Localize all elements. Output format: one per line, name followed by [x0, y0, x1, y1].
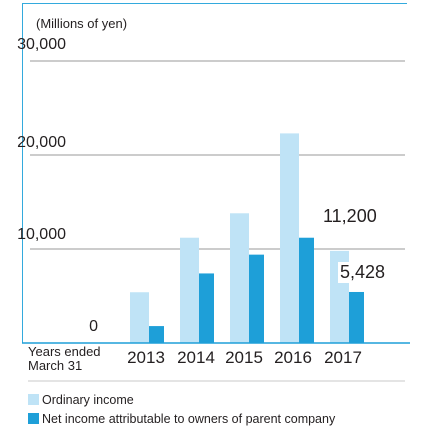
- legend: Ordinary income Net income attributable …: [28, 390, 335, 428]
- x-tick-label: 2017: [324, 348, 362, 367]
- legend-label: Net income attributable to owners of par…: [42, 411, 336, 426]
- x-tick-label: 2015: [225, 348, 263, 367]
- legend-item: Net income attributable to owners of par…: [28, 409, 335, 428]
- years-caption-line2: March 31: [28, 358, 83, 373]
- years-caption: Years ended March 31: [28, 345, 101, 373]
- bar-ordinary-income-2016: [280, 133, 299, 343]
- bar-net-income-2014: [199, 273, 214, 343]
- y-tick-label: 0: [89, 318, 98, 335]
- y-tick-label: 30,000: [17, 36, 66, 53]
- legend-swatch: [28, 394, 39, 405]
- x-tick-label: 2013: [127, 348, 165, 367]
- bar-net-income-2016: [299, 237, 314, 343]
- bar-net-income-2017: [349, 291, 364, 343]
- y-tick-label: 20,000: [17, 134, 66, 151]
- x-tick-label: 2016: [274, 348, 312, 367]
- y-tick-label: 10,000: [17, 226, 66, 243]
- legend-item: Ordinary income: [28, 390, 335, 409]
- bar-net-income-2015: [249, 254, 264, 343]
- unit-label: (Millions of yen): [36, 16, 128, 31]
- legend-swatch: [28, 413, 39, 424]
- data-label-2016: 11,200: [321, 206, 379, 227]
- data-label-2017: 5,428: [338, 262, 388, 283]
- legend-label: Ordinary income: [42, 392, 134, 407]
- frame-left-line: [22, 3, 23, 343]
- x-tick-label: 2014: [177, 348, 215, 367]
- frame-top-line: [22, 3, 407, 4]
- bar-net-income-2013: [149, 326, 164, 343]
- bar-ordinary-income-2014: [180, 237, 199, 343]
- bar-ordinary-income-2013: [130, 292, 149, 343]
- years-caption-line1: Years ended: [28, 344, 101, 359]
- bar-ordinary-income-2015: [230, 213, 249, 343]
